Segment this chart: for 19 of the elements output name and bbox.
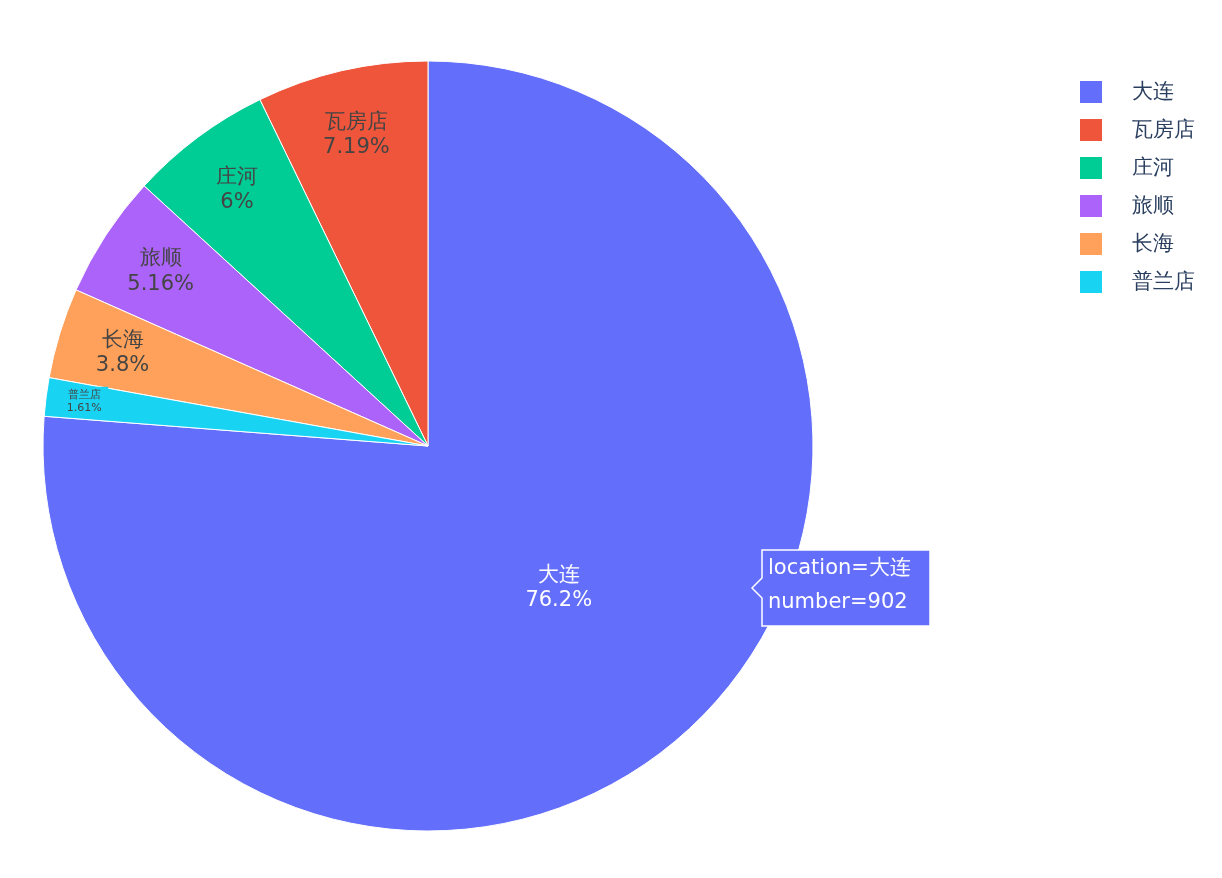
legend-label: 旅顺 [1132,193,1174,217]
data-label: 6% [220,189,254,214]
data-label: 5.16% [127,270,194,295]
data-label: 3.8% [95,351,150,376]
data-label: 76.2% [525,586,593,611]
data-label: 1.61% [66,401,102,415]
slice-label: 瓦房店 [324,108,388,133]
slice-label: 旅顺 [139,245,182,270]
legend-label: 大连 [1132,79,1174,103]
legend-label: 长海 [1132,231,1174,255]
legend-label: 瓦房店 [1132,117,1195,141]
text: location=大连 number=902 [768,555,911,613]
legend-label: 普兰店 [1132,269,1195,293]
slice-label: 大连 [537,561,580,586]
slice-label: 长海 [101,326,144,351]
legend-label: 庄河 [1132,155,1174,179]
slice-label: 庄河 [216,164,259,189]
slice-label: 普兰店 [67,388,101,402]
data-label: 7.19% [323,134,390,159]
